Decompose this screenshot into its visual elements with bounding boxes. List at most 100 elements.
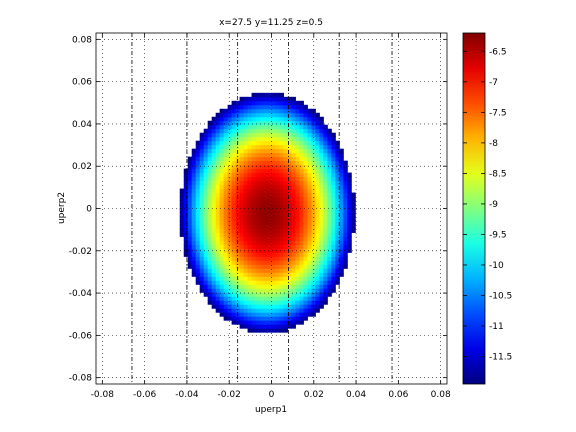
heatmap-cell xyxy=(187,156,193,162)
heatmap-cell xyxy=(259,96,265,102)
heatmap-cell xyxy=(295,128,300,134)
heatmap-cell xyxy=(219,172,225,178)
heatmap-cell xyxy=(227,104,233,110)
heatmap-cell xyxy=(211,180,217,186)
heatmap-cell xyxy=(315,168,320,174)
heatmap-cell xyxy=(243,276,249,281)
heatmap-cell xyxy=(343,212,348,217)
heatmap-cell xyxy=(315,176,320,182)
heatmap-cell xyxy=(227,176,233,182)
heatmap-cell xyxy=(299,140,304,146)
heatmap-cell xyxy=(307,184,312,190)
heatmap-cell xyxy=(247,292,253,297)
heatmap-cell xyxy=(235,264,241,269)
heatmap-cell xyxy=(279,120,284,126)
heatmap-cell xyxy=(291,240,296,245)
heatmap-cell xyxy=(327,256,332,261)
heatmap-cell xyxy=(195,212,201,217)
heatmap-cell xyxy=(263,248,269,253)
heatmap-cell xyxy=(255,200,261,206)
heatmap-cell xyxy=(247,260,253,265)
heatmap-cell xyxy=(339,272,344,277)
heatmap-cell xyxy=(211,156,217,162)
heatmap-cell xyxy=(275,112,280,118)
heatmap-cell xyxy=(195,144,201,150)
heatmap-cell xyxy=(259,312,265,317)
heatmap-cell xyxy=(199,228,205,233)
heatmap-cell xyxy=(215,204,221,209)
heatmap-cell xyxy=(339,212,344,217)
heatmap-cell xyxy=(231,208,237,213)
heatmap-cell xyxy=(279,168,284,174)
heatmap-cell xyxy=(207,176,213,182)
heatmap-cell xyxy=(335,268,340,273)
heatmap-cell xyxy=(191,228,197,233)
heatmap-cell xyxy=(207,120,213,126)
heatmap-cell xyxy=(287,264,292,269)
heatmap-cell xyxy=(339,260,344,265)
heatmap-cell xyxy=(251,264,257,269)
heatmap-cell xyxy=(203,228,209,233)
heatmap-cell xyxy=(319,128,324,134)
heatmap-cell xyxy=(219,304,225,309)
heatmap-cell xyxy=(255,280,261,285)
heatmap-cell xyxy=(219,256,225,261)
heatmap-cell xyxy=(195,244,201,249)
heatmap-cell xyxy=(347,204,352,209)
heatmap-cell xyxy=(287,232,292,237)
heatmap-cell xyxy=(339,252,344,257)
heatmap-cell xyxy=(303,228,308,233)
heatmap-cell xyxy=(251,168,257,174)
heatmap-cell xyxy=(227,316,233,321)
heatmap-cell xyxy=(275,168,280,174)
heatmap-cell xyxy=(319,156,324,162)
heatmap-cell xyxy=(327,132,332,138)
heatmap-cell xyxy=(343,180,348,186)
heatmap-cell xyxy=(223,252,229,257)
heatmap-cell xyxy=(331,160,336,166)
heatmap-cell xyxy=(247,220,253,225)
heatmap-cell xyxy=(251,200,257,206)
heatmap-cell xyxy=(335,172,340,178)
heatmap-cell xyxy=(323,204,328,209)
heatmap-cell xyxy=(227,180,233,186)
heatmap-cell xyxy=(319,264,324,269)
heatmap-cell xyxy=(203,240,209,245)
heatmap-cell xyxy=(295,312,300,317)
heatmap-cell xyxy=(291,132,296,138)
heatmap-cell xyxy=(187,256,193,261)
heatmap-cell xyxy=(211,184,217,190)
heatmap-cell xyxy=(331,284,336,289)
heatmap-cell xyxy=(247,140,253,146)
heatmap-cell xyxy=(307,192,312,198)
heatmap-cell xyxy=(215,236,221,241)
heatmap-cell xyxy=(179,200,185,206)
heatmap-cell xyxy=(239,312,245,317)
heatmap-cell xyxy=(231,200,237,206)
heatmap-cell xyxy=(331,260,336,265)
heatmap-cell xyxy=(191,188,197,194)
heatmap-cell xyxy=(287,128,292,134)
heatmap-cell xyxy=(267,324,272,329)
heatmap-cell xyxy=(279,124,284,130)
heatmap-cell xyxy=(247,240,253,245)
heatmap-cell xyxy=(195,276,201,281)
heatmap-cell xyxy=(219,120,225,126)
heatmap-cell xyxy=(255,128,261,134)
heatmap-cell xyxy=(227,268,233,273)
heatmap-cell xyxy=(291,216,296,221)
heatmap-cell xyxy=(287,184,292,190)
heatmap-cell xyxy=(307,196,312,202)
heatmap-cell xyxy=(207,268,213,273)
heatmap-cell xyxy=(295,264,300,269)
heatmap-cell xyxy=(331,244,336,249)
heatmap-cell xyxy=(267,104,272,110)
heatmap-cell xyxy=(219,180,225,186)
heatmap-cell xyxy=(195,152,201,158)
heatmap-cell xyxy=(319,300,324,305)
heatmap-cell xyxy=(211,144,217,150)
heatmap-cell xyxy=(267,252,272,257)
heatmap-cell xyxy=(255,160,261,166)
heatmap-cell xyxy=(251,156,257,162)
heatmap-cell xyxy=(303,256,308,261)
